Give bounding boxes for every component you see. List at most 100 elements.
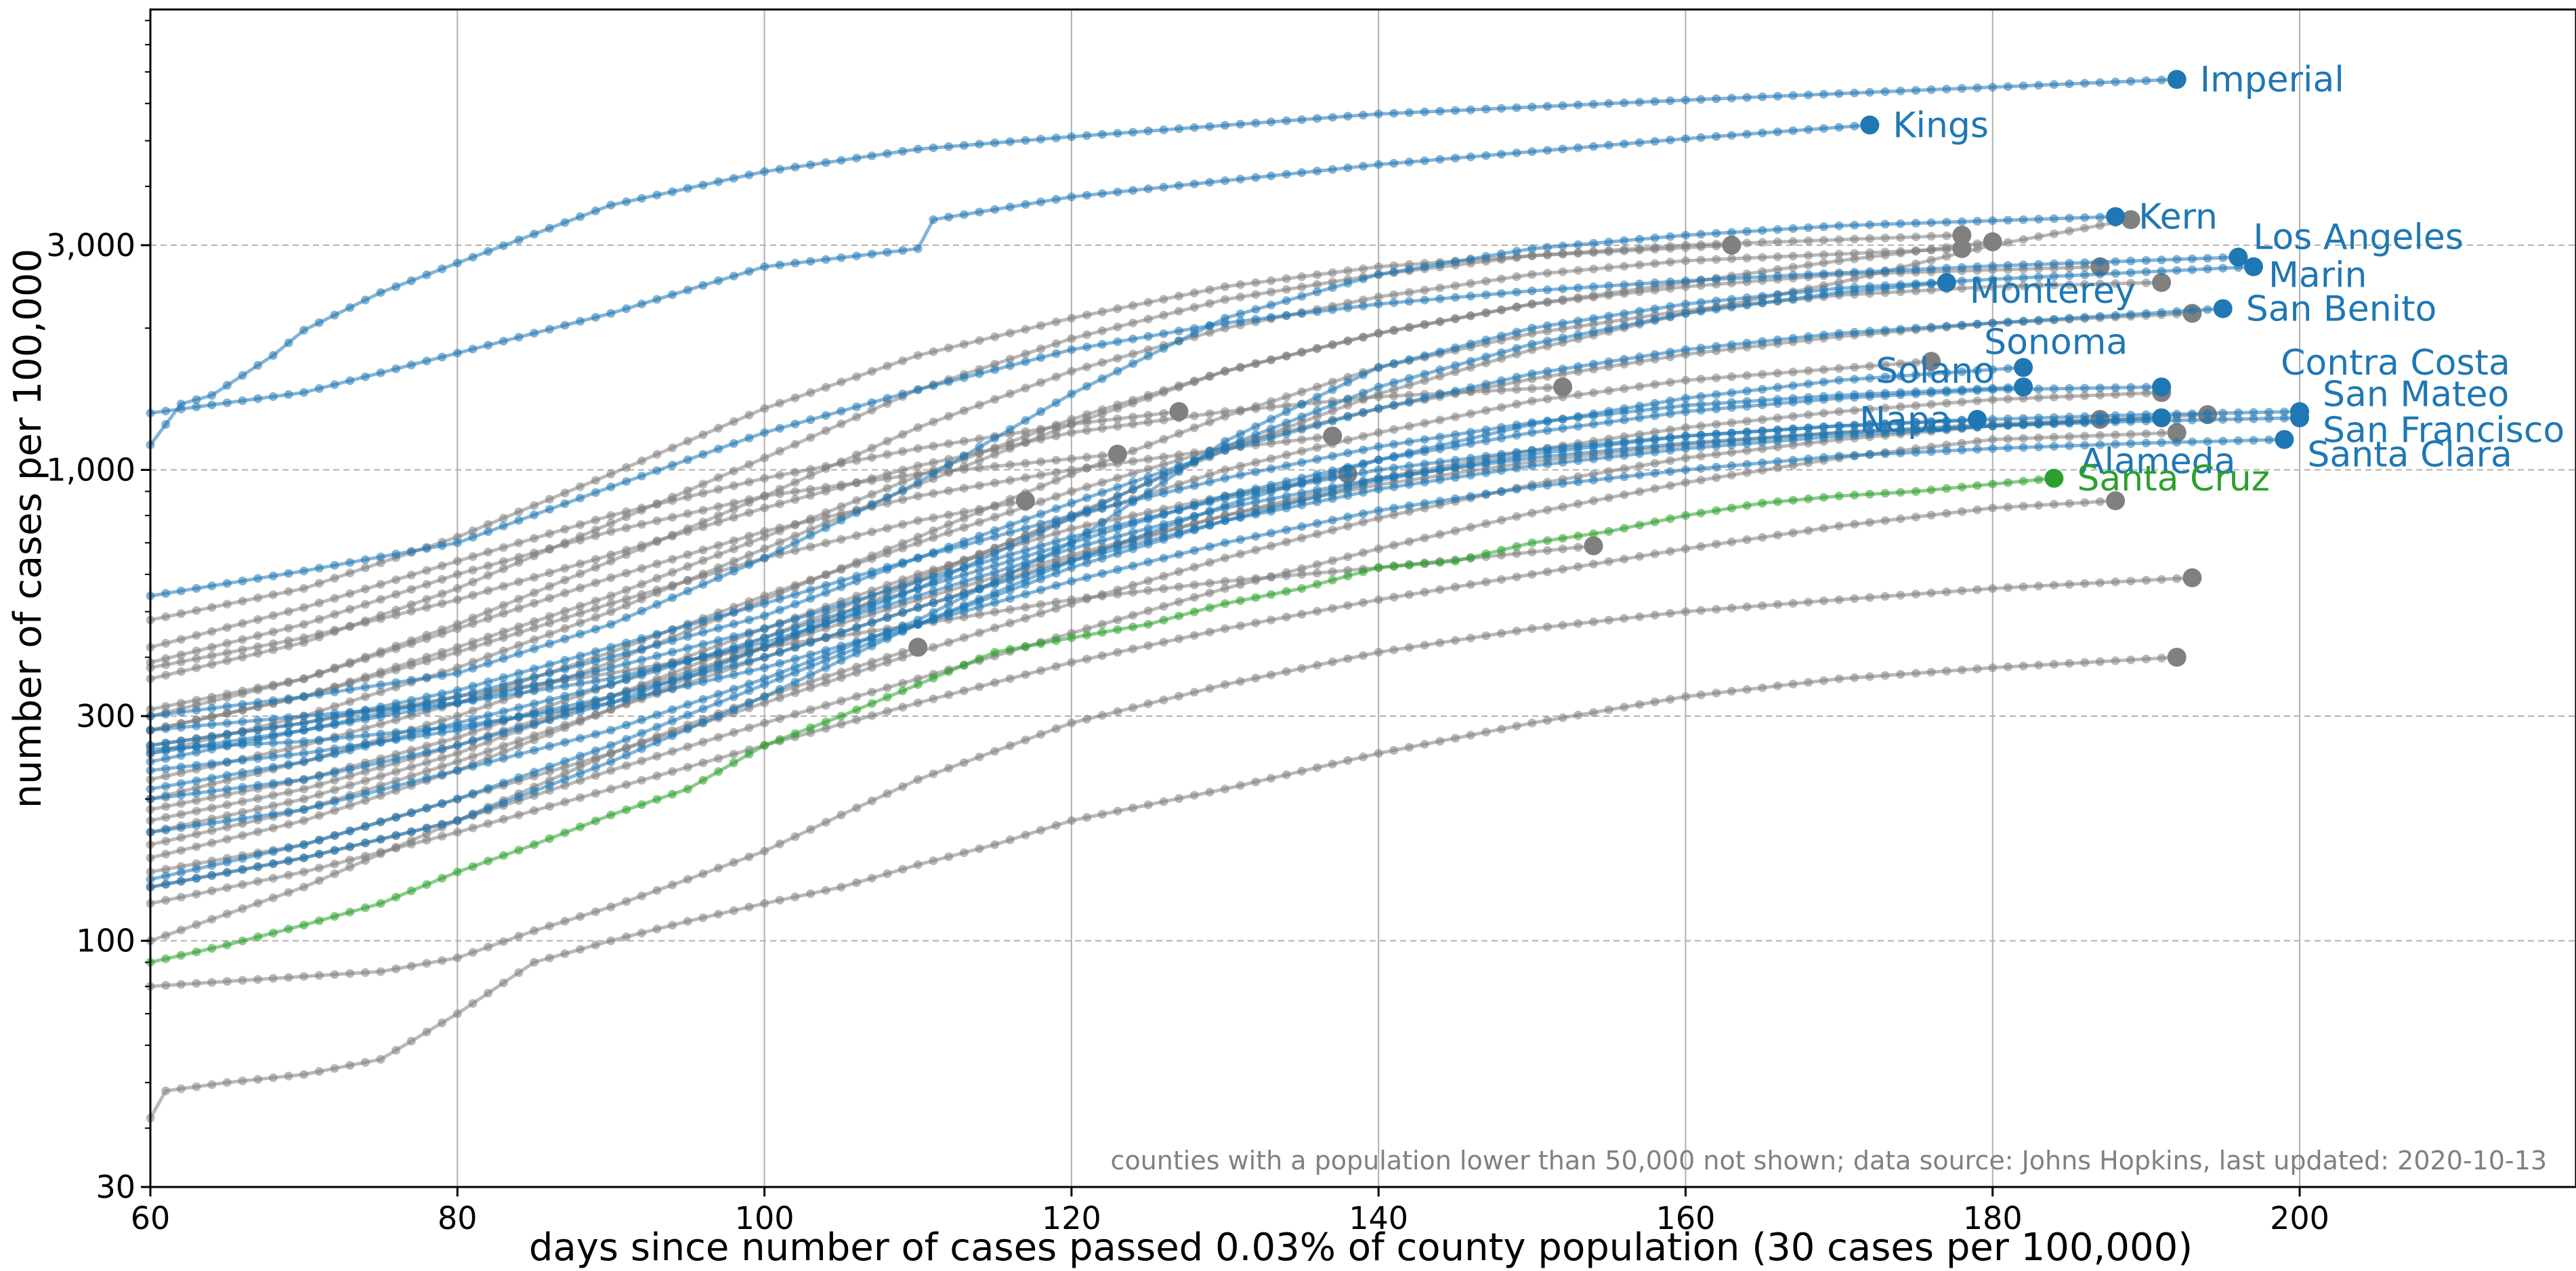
data-point bbox=[1574, 413, 1583, 422]
data-point bbox=[2080, 440, 2090, 450]
data-point bbox=[1435, 465, 1445, 475]
data-point bbox=[1051, 598, 1061, 607]
data-point bbox=[929, 458, 938, 467]
data-point bbox=[1328, 417, 1337, 425]
data-point bbox=[821, 701, 830, 710]
data-point bbox=[161, 671, 171, 680]
data-point bbox=[1420, 376, 1429, 386]
data-point bbox=[1159, 509, 1168, 518]
data-point bbox=[2126, 389, 2136, 398]
data-point bbox=[775, 398, 784, 408]
data-point bbox=[729, 499, 738, 508]
data-point bbox=[1267, 528, 1275, 538]
data-point bbox=[1097, 627, 1107, 637]
data-point bbox=[560, 797, 570, 807]
data-point bbox=[2126, 430, 2136, 439]
data-point bbox=[576, 715, 585, 724]
data-point bbox=[1681, 96, 1690, 105]
data-point bbox=[714, 623, 723, 633]
data-point bbox=[406, 570, 416, 580]
data-point bbox=[1758, 499, 1767, 508]
data-point bbox=[622, 197, 631, 207]
data-point bbox=[1082, 593, 1091, 602]
data-point bbox=[1267, 541, 1275, 551]
data-point bbox=[284, 713, 293, 722]
data-point bbox=[176, 810, 186, 819]
data-point bbox=[545, 505, 554, 514]
data-point bbox=[714, 177, 723, 186]
data-point bbox=[1128, 644, 1137, 654]
data-point bbox=[1435, 371, 1445, 381]
data-point bbox=[545, 612, 554, 621]
data-point bbox=[253, 932, 263, 942]
series-label: Sonoma bbox=[1984, 322, 2128, 362]
data-point bbox=[1988, 216, 1998, 226]
data-point bbox=[207, 944, 217, 953]
data-point bbox=[959, 523, 969, 532]
data-point bbox=[2003, 215, 2012, 225]
data-point bbox=[637, 541, 646, 550]
data-point bbox=[1005, 476, 1015, 485]
data-point bbox=[2049, 581, 2058, 590]
series-label: Santa Clara bbox=[2307, 435, 2512, 476]
data-point bbox=[1435, 259, 1445, 269]
data-point bbox=[683, 672, 692, 682]
data-point bbox=[1865, 593, 1874, 602]
data-point bbox=[176, 723, 186, 732]
data-point bbox=[821, 646, 830, 655]
data-point bbox=[422, 741, 431, 751]
data-point bbox=[975, 442, 984, 452]
data-point bbox=[192, 631, 201, 640]
data-point bbox=[1005, 528, 1015, 537]
data-point bbox=[837, 720, 846, 729]
data-point bbox=[944, 545, 954, 554]
data-point bbox=[837, 509, 846, 518]
data-point bbox=[452, 733, 462, 743]
data-point bbox=[192, 890, 201, 899]
data-point bbox=[1159, 125, 1168, 135]
data-point bbox=[1435, 638, 1445, 648]
data-point bbox=[268, 1073, 278, 1083]
data-point bbox=[944, 343, 954, 353]
data-point bbox=[560, 634, 570, 644]
data-point bbox=[1343, 278, 1353, 288]
data-point bbox=[1113, 589, 1122, 599]
data-point bbox=[2095, 390, 2105, 400]
data-point bbox=[1865, 489, 1874, 499]
data-point bbox=[714, 863, 723, 873]
data-point bbox=[1512, 400, 1521, 409]
data-point bbox=[392, 831, 401, 840]
data-point bbox=[806, 465, 816, 474]
data-point bbox=[1189, 481, 1199, 491]
data-point bbox=[576, 651, 585, 661]
data-point bbox=[591, 312, 600, 322]
data-point bbox=[314, 629, 324, 639]
data-point bbox=[176, 1084, 186, 1093]
data-point bbox=[1328, 268, 1337, 277]
data-point bbox=[806, 825, 816, 834]
data-point bbox=[2034, 316, 2044, 325]
data-point bbox=[1113, 459, 1122, 468]
data-point bbox=[253, 827, 263, 837]
data-point bbox=[253, 765, 263, 774]
data-point bbox=[806, 542, 816, 551]
data-point bbox=[284, 856, 293, 865]
data-point bbox=[1343, 654, 1353, 663]
data-point bbox=[499, 741, 508, 751]
data-point bbox=[422, 804, 431, 813]
data-point bbox=[652, 795, 662, 804]
data-point bbox=[1251, 673, 1261, 683]
data-point bbox=[1113, 514, 1122, 524]
data-point bbox=[2126, 415, 2136, 424]
data-point bbox=[360, 563, 370, 572]
data-point bbox=[775, 633, 784, 642]
data-point bbox=[1036, 730, 1045, 739]
data-point bbox=[392, 812, 401, 822]
data-point bbox=[1405, 501, 1414, 510]
data-point bbox=[1251, 119, 1261, 128]
data-point bbox=[406, 808, 416, 818]
data-point bbox=[576, 679, 585, 688]
data-point bbox=[1159, 615, 1168, 625]
data-point bbox=[1972, 276, 1982, 285]
data-point bbox=[668, 443, 677, 453]
